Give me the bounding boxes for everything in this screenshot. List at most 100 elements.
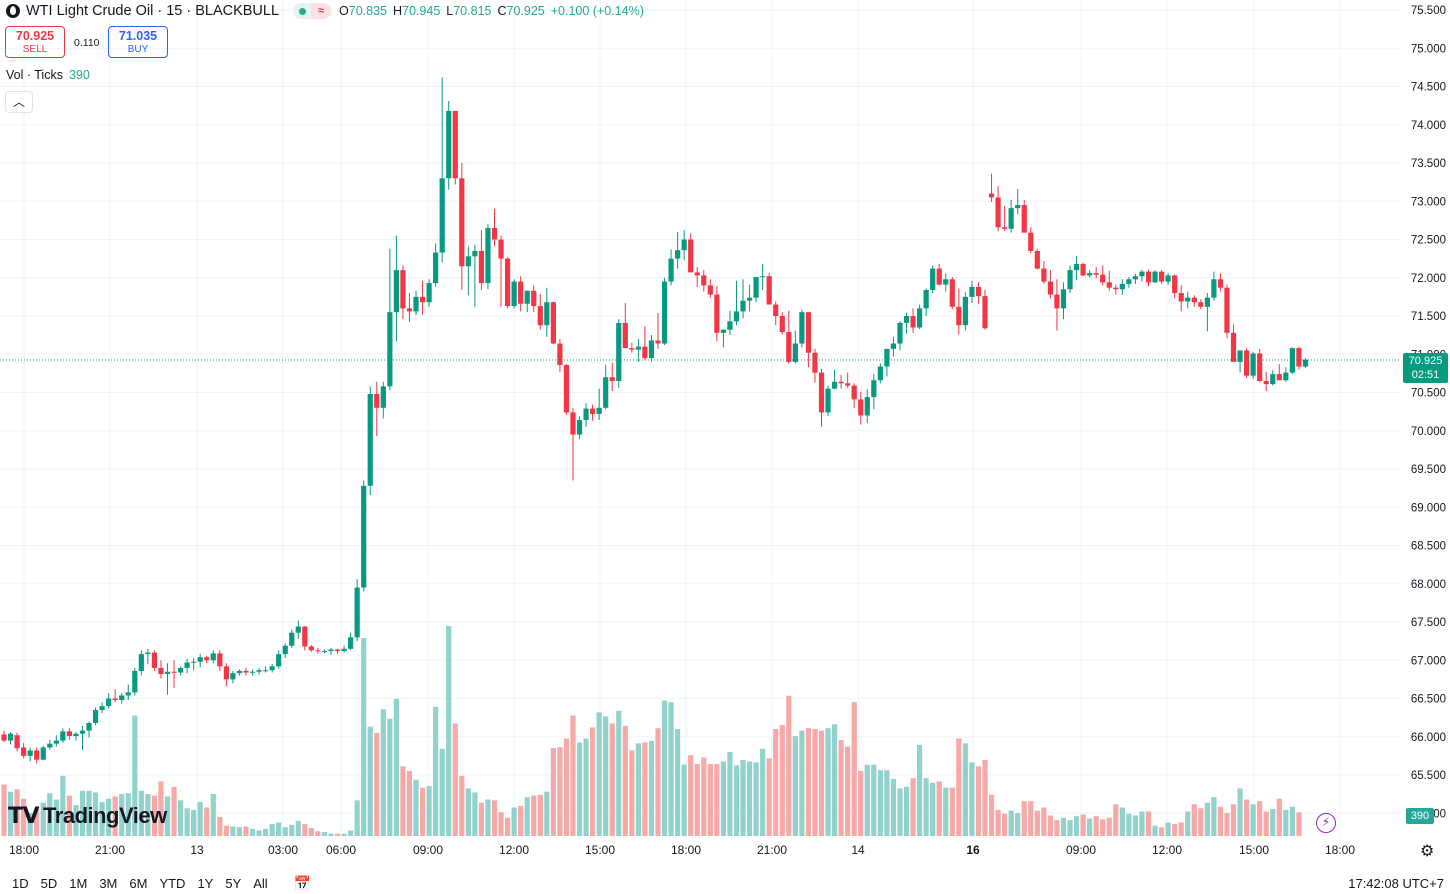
volume-bar <box>223 825 229 836</box>
candle <box>164 663 171 695</box>
candle-body <box>191 661 197 663</box>
candle <box>1087 270 1093 278</box>
candle-body <box>1106 282 1112 288</box>
volume-bar <box>648 740 655 836</box>
candle <box>557 338 563 372</box>
volume-value-tag: 390 <box>1406 808 1434 824</box>
volume-bar <box>629 750 635 836</box>
candle-body <box>380 386 386 408</box>
candle <box>1100 265 1106 286</box>
volume-bar <box>524 797 530 836</box>
candle-body <box>491 228 498 240</box>
candle-body <box>746 297 753 301</box>
candle <box>1041 260 1047 284</box>
volume-bar <box>1119 807 1125 836</box>
candle-body <box>361 485 367 588</box>
candle-body <box>799 312 805 344</box>
candle <box>936 263 942 286</box>
candle-body <box>988 193 995 198</box>
volume-bar <box>544 791 550 836</box>
candle <box>217 650 223 671</box>
volume-bar <box>164 796 171 836</box>
candle-body <box>681 239 687 251</box>
volume-bar <box>380 709 386 836</box>
range-button-5d[interactable]: 5D <box>40 876 58 891</box>
candle-body <box>197 657 203 662</box>
calendar-icon[interactable]: 📅 <box>293 875 312 891</box>
tradingview-logo[interactable]: 𝗧𝗩 TradingView <box>8 803 167 829</box>
range-button-5y[interactable]: 5Y <box>225 876 242 891</box>
sell-button[interactable]: 70.925 SELL <box>5 26 65 58</box>
volume-legend[interactable]: Vol · Ticks 390 <box>6 68 90 82</box>
candle-body <box>1289 348 1295 373</box>
range-button-6m[interactable]: 6M <box>129 876 148 891</box>
clock[interactable]: 17:42:08 UTC+7 <box>1348 876 1444 891</box>
range-button-1m[interactable]: 1M <box>69 876 88 891</box>
volume-bar <box>871 764 877 836</box>
gear-icon[interactable]: ⚙ <box>1420 843 1435 860</box>
volume-bar <box>99 801 105 836</box>
candle-body <box>406 308 413 312</box>
volume-bar <box>210 794 216 836</box>
candle-body <box>256 670 262 672</box>
volume-bar <box>419 787 426 836</box>
candle <box>701 270 707 292</box>
candle-body <box>1113 287 1119 290</box>
candle <box>799 309 805 348</box>
time-tick-label: 06:00 <box>326 843 356 857</box>
lightning-icon[interactable]: ⚡ <box>1316 813 1336 833</box>
volume-bar <box>256 830 262 836</box>
volume-bar <box>328 833 334 836</box>
candle <box>171 660 177 688</box>
candle-body <box>786 332 792 362</box>
range-button-1y[interactable]: 1Y <box>197 876 214 891</box>
candle-body <box>622 322 628 349</box>
candle <box>73 732 79 741</box>
market-status[interactable]: ≈ <box>293 3 332 19</box>
time-tick-label: 21:00 <box>757 843 787 857</box>
volume-bar <box>1106 817 1112 836</box>
candle <box>642 325 648 361</box>
candle-body <box>1217 279 1224 288</box>
candle-body <box>1015 205 1021 209</box>
range-button-3m[interactable]: 3M <box>99 876 118 891</box>
high-value: 70.945 <box>402 4 441 18</box>
volume-bar <box>1250 804 1256 836</box>
candle-body <box>583 408 589 421</box>
range-button-1d[interactable]: 1D <box>12 876 29 891</box>
volume-bar <box>302 824 308 836</box>
candle <box>1257 348 1263 382</box>
candle-body <box>426 283 432 303</box>
volume-bar <box>917 744 923 836</box>
candle-body <box>125 692 131 696</box>
candle-body <box>1047 281 1053 295</box>
candle-body <box>132 670 138 693</box>
volume-bar <box>897 788 903 836</box>
volume-bar <box>956 738 962 836</box>
buy-button[interactable]: 71.035 BUY <box>108 26 168 58</box>
symbol-title[interactable]: WTI Light Crude Oil · 15 · BLACKBULL <box>26 3 280 19</box>
candle <box>511 279 517 309</box>
candle-body <box>773 304 779 316</box>
volume-bar <box>1224 813 1230 836</box>
volume-bar <box>158 781 164 836</box>
volume-bar <box>642 742 648 836</box>
candle <box>727 310 733 336</box>
candle-body <box>145 652 151 655</box>
candle-body <box>86 722 92 731</box>
candlestick-chart[interactable]: 75.500 75.000 74.500 74.000 73.500 73.000 72.5… <box>0 0 1450 870</box>
volume-bar <box>531 795 537 836</box>
volume-bar <box>86 790 92 836</box>
candle <box>387 248 393 391</box>
volume-bar <box>720 761 726 836</box>
candle <box>1034 248 1040 270</box>
volume-bar <box>217 816 223 836</box>
collapse-legend-button[interactable]: ︿ <box>5 91 33 113</box>
range-button-ytd[interactable]: YTD <box>159 876 186 891</box>
close-value: 70.925 <box>506 4 545 18</box>
range-button-all[interactable]: All <box>253 876 268 891</box>
candle <box>1191 295 1197 307</box>
volume-bar <box>321 832 328 836</box>
candle-body <box>315 650 321 652</box>
candle <box>884 348 890 377</box>
